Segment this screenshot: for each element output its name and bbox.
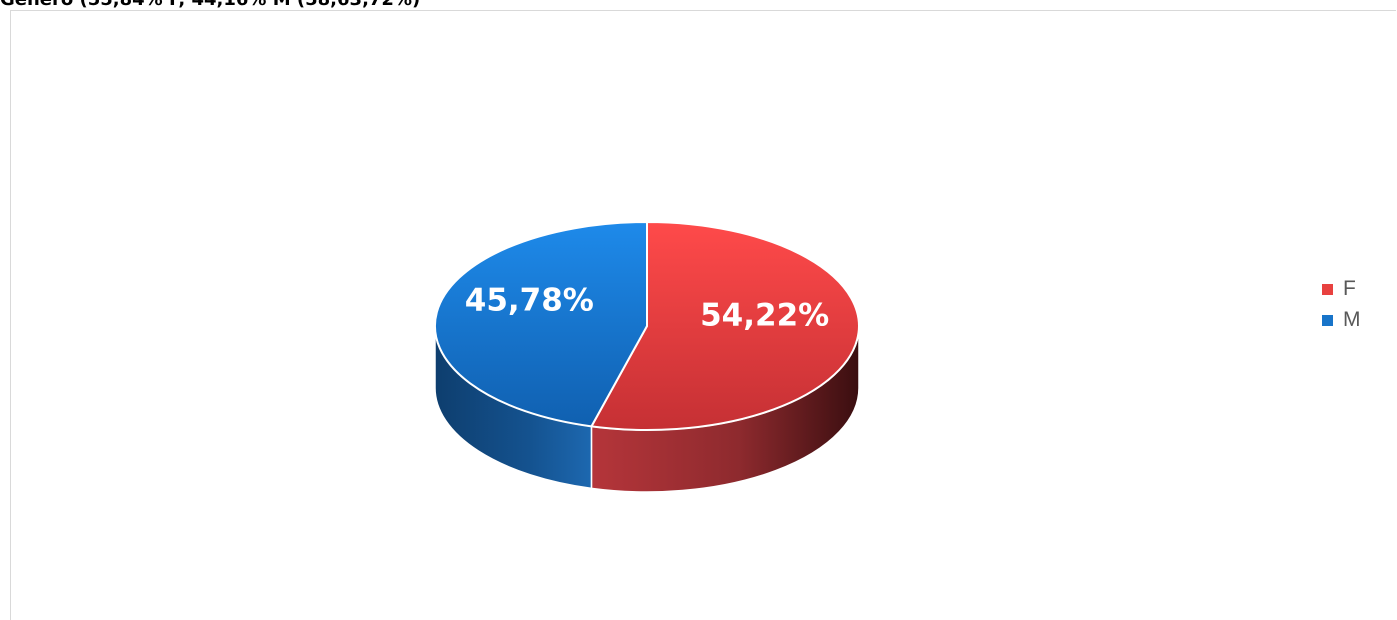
legend-item-f: F — [1322, 276, 1361, 302]
legend-item-m: M — [1322, 307, 1361, 333]
legend-swatch-f — [1322, 283, 1333, 295]
data-label-m: 45,78% — [465, 282, 594, 318]
pie-slice-m — [433, 221, 648, 428]
legend-swatch-m — [1322, 314, 1333, 326]
pie-data-labels: 54,22% 45,78% — [465, 282, 829, 333]
data-label-f: 54,22% — [700, 298, 829, 334]
pie-top-faces — [433, 221, 860, 431]
clipped-title-text: Gênero (55,84% F, 44,16% M (58,63,72%) — [0, 0, 640, 8]
pie-slice-f — [590, 221, 860, 431]
legend: F M — [1322, 276, 1361, 338]
legend-label-m: M — [1343, 308, 1361, 331]
legend-label-f: F — [1343, 277, 1356, 300]
